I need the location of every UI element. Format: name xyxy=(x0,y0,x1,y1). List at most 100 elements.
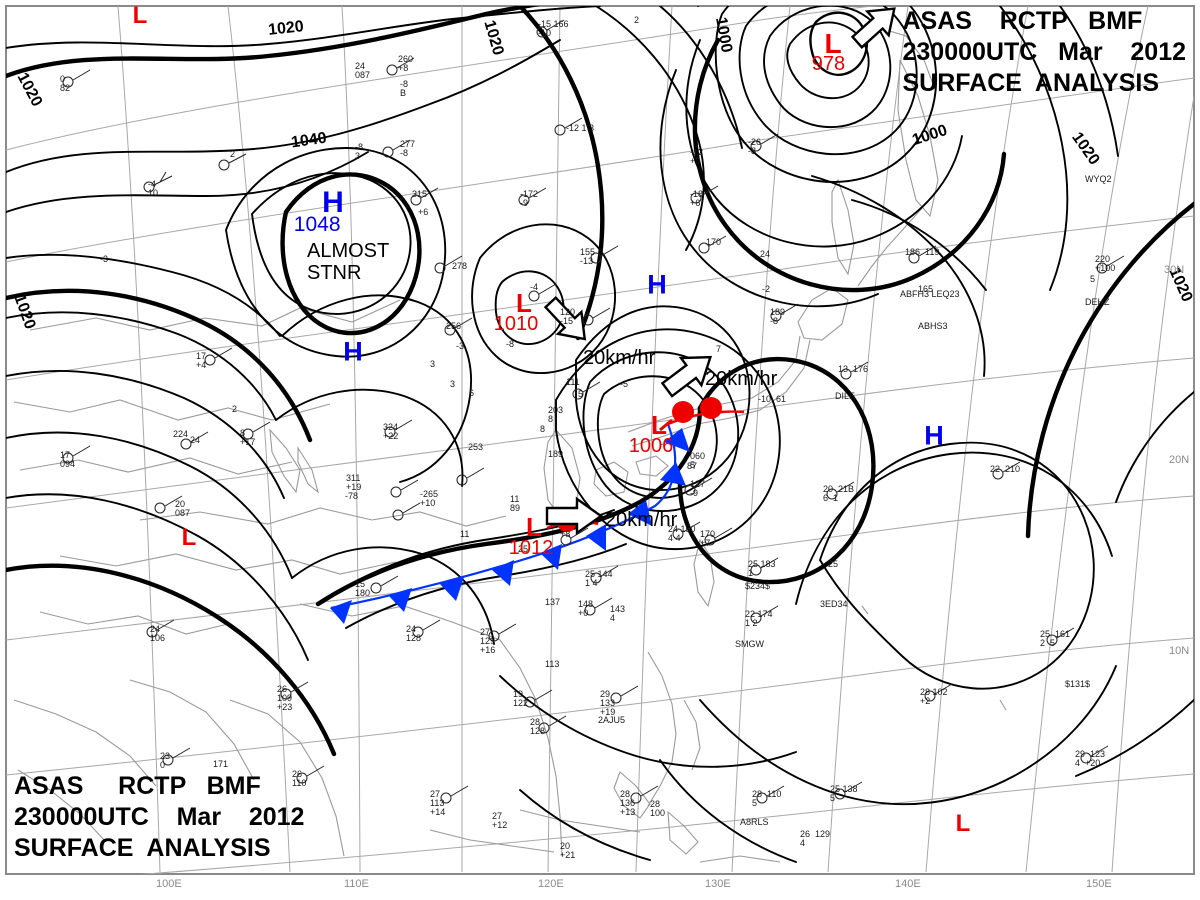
pressure-system-low-1012: L 1012 xyxy=(509,514,554,558)
station-plot: 203 8 xyxy=(548,405,564,424)
station-plot: -8 3 xyxy=(355,142,364,161)
station-plot: 13 176 xyxy=(838,364,869,374)
station-plot: 224 xyxy=(173,429,189,439)
station-plot: 25 138 5 xyxy=(830,784,858,803)
station-plot: 0 82 xyxy=(60,74,71,93)
movement-speed-note: 20km/hr xyxy=(605,509,678,531)
station-plot: SMGW xyxy=(735,639,764,649)
station-plot: 8 +17 xyxy=(240,428,256,447)
stationary-note: ALMOST STNR xyxy=(307,240,390,284)
station-plot: 171 xyxy=(213,759,229,769)
station-plot: -5 xyxy=(620,379,629,389)
station-plot: 11 xyxy=(460,529,470,539)
station-plot: 17 +4 xyxy=(196,351,207,370)
high-pressure-symbol: H xyxy=(343,336,363,367)
pressure-system-low-topleft: L xyxy=(133,4,148,28)
station-plot: -4 xyxy=(530,282,539,292)
high-pressure-symbol: H xyxy=(647,269,667,300)
station-plot: -12 1 3 xyxy=(566,123,595,133)
cold-front-pips xyxy=(330,428,690,624)
station-plot: 15 180 xyxy=(355,579,371,598)
station-plot: 277 -8 xyxy=(400,139,416,158)
station-plot: 120 -15 xyxy=(560,307,576,326)
pressure-value: 1048 xyxy=(293,213,341,236)
station-plot: 25 xyxy=(828,559,839,569)
station-plot: -18 +6 xyxy=(690,189,704,208)
station-plot: 29 133 +19 xyxy=(600,689,616,717)
latitude-label: 30N xyxy=(1164,264,1185,276)
station-plot: 20 21B 6 1 xyxy=(823,484,855,503)
low-pressure-symbol: L xyxy=(955,810,971,837)
longitude-label: 150E xyxy=(1086,878,1112,890)
station-plot: 20 087 xyxy=(175,499,191,518)
station-plot: 29 123 4 +20 xyxy=(1075,749,1106,768)
station-plot: 25 161 2 5 xyxy=(1040,629,1071,648)
pressure-value: 978 xyxy=(811,53,846,75)
station-plot: 315 xyxy=(412,189,428,199)
station-plot: 24 xyxy=(760,249,771,259)
station-plot: DEHZ xyxy=(1085,297,1110,307)
low-pressure-symbol: L xyxy=(824,28,842,59)
coastlines xyxy=(13,27,1007,863)
pressure-system-low-se: L xyxy=(956,812,971,836)
station-plot: -172 -9 xyxy=(520,189,539,208)
station-plot: 27 +12 xyxy=(492,811,508,830)
station-plot: 25 144 1 4 xyxy=(585,569,613,588)
station-plot: 11 89 xyxy=(510,494,521,513)
low-pressure-symbol: L xyxy=(516,288,532,318)
pressure-system-high-west: H xyxy=(343,336,363,367)
station-plot: -4 10 xyxy=(148,179,159,198)
station-plot: 165 xyxy=(918,284,934,294)
station-plot: 24 xyxy=(190,435,201,445)
station-plot: 3ED34 xyxy=(820,599,848,609)
station-plot: 186 119 xyxy=(905,247,940,257)
station-plot: $131$ xyxy=(1065,679,1091,689)
longitude-label: 130E xyxy=(705,878,731,890)
station-plot: 155 -13 xyxy=(580,247,596,266)
station-plot: 28 102 +2 xyxy=(920,687,948,706)
occluded-front-stub xyxy=(659,418,673,432)
low-pressure-symbol: L xyxy=(132,2,148,29)
station-plot: - xyxy=(660,439,663,449)
pressure-system-high-east: H xyxy=(647,269,667,300)
station-plot: 23 0 xyxy=(160,751,171,770)
station-plot: -2 xyxy=(762,284,771,294)
station-plot: 170 +7 xyxy=(700,529,716,548)
station-plot: 26 110 xyxy=(292,769,307,788)
station-plot: -8 xyxy=(506,339,515,349)
title-bottom-line2: 230000UTC Mar 2012 xyxy=(14,803,305,831)
station-wind-barbs xyxy=(62,19,1125,804)
station-plot: 5 xyxy=(1090,274,1096,284)
fronts xyxy=(330,397,745,624)
station-plot: 6 xyxy=(469,388,475,398)
station-plot: ABFH3 LEQ23 xyxy=(900,289,960,299)
station-plot: 324 +22 xyxy=(383,422,399,441)
title-bottom-line3: SURFACE ANALYSIS xyxy=(14,834,271,862)
station-plot: 256 xyxy=(446,321,462,331)
station-plot: +8 xyxy=(560,529,571,539)
pressure-value: 1006 xyxy=(628,435,674,457)
station-plot: 2 xyxy=(232,404,238,414)
longitude-label: 110E xyxy=(344,878,369,890)
station-plot: 189 -8 xyxy=(770,307,786,326)
high-pressure-symbol: H xyxy=(322,186,344,219)
longitude-label: 140E xyxy=(895,878,921,890)
station-plot: 28 136 +13 xyxy=(620,789,636,817)
graticule-lines xyxy=(6,6,1194,874)
station-plot: DILE xyxy=(835,391,856,401)
station-plot: 148 +0 xyxy=(578,599,594,618)
station-plot: 22 174 1 2 xyxy=(745,609,773,628)
station-plot: 253 xyxy=(468,442,484,452)
station-plot: -12 +9 xyxy=(690,147,704,166)
station-plot: 060 5 xyxy=(690,451,706,470)
station-plot: 28 110 5 xyxy=(752,789,782,808)
station-plot: -3 xyxy=(100,254,109,264)
title-bottom-line1: ASAS RCTP BMF xyxy=(14,772,261,800)
station-plot: A8RLS xyxy=(740,817,769,827)
station-plot: 19 122 xyxy=(513,689,529,708)
station-plot: 3 xyxy=(430,359,436,369)
high-pressure-symbol: H xyxy=(924,420,944,451)
longitude-label: 100E xyxy=(156,878,182,890)
title-top-line2: 230000UTC Mar 2012 xyxy=(902,38,1187,66)
